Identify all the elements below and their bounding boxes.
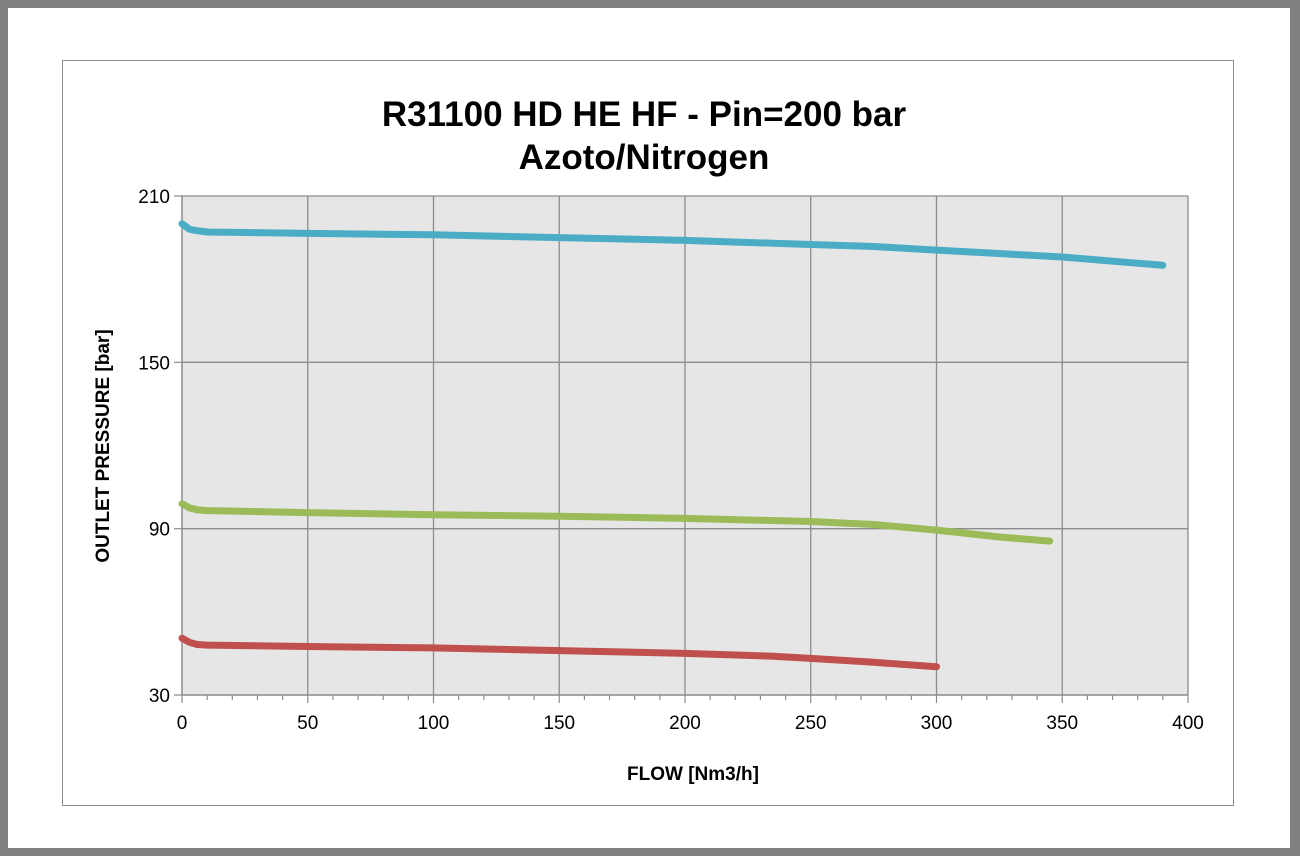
series-lines: [178, 220, 1167, 671]
x-axis-title: FLOW [Nm3/h]: [627, 764, 759, 785]
tick-labels: 0 50 100 150 200 250 300 350 400 30 90 150 210: [138, 187, 1204, 734]
x-tick-label: 250: [795, 713, 827, 734]
series-line-1: [178, 220, 1167, 269]
line-chart: 0 50 100 150 200 250 300 350 400 30 90 150 210 R3110…: [93, 95, 1204, 785]
x-tick-label: 400: [1172, 713, 1204, 734]
x-tick-label: 300: [921, 713, 953, 734]
y-tick-label: 210: [138, 187, 170, 208]
chart-title-line-1: R31100 HD HE HF - Pin=200 bar: [382, 95, 907, 134]
y-tick-label: 90: [149, 520, 170, 541]
x-tick-label: 350: [1046, 713, 1078, 734]
y-tick-label: 150: [138, 353, 170, 374]
axes: [174, 195, 1189, 703]
series-line-3: [178, 634, 940, 671]
y-tick-label: 30: [149, 686, 170, 707]
x-tick-label: 0: [177, 713, 188, 734]
x-tick-label: 150: [543, 713, 575, 734]
series-line-2: [178, 500, 1054, 545]
x-tick-label: 200: [669, 713, 701, 734]
chart-area: 0 50 100 150 200 250 300 350 400 30 90 150 210 R3110…: [62, 60, 1234, 806]
y-axis-title: OUTLET PRESSURE [bar]: [93, 329, 114, 562]
x-tick-label: 50: [297, 713, 318, 734]
x-tick-label: 100: [418, 713, 450, 734]
gridlines: [182, 195, 1189, 695]
chart-frame: 0 50 100 150 200 250 300 350 400 30 90 150 210 R3110…: [8, 8, 1290, 848]
chart-title-line-2: Azoto/Nitrogen: [519, 138, 770, 177]
